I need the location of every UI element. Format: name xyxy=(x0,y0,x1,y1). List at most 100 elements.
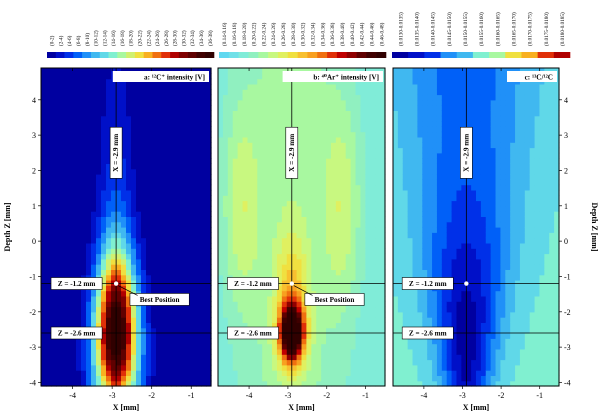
heatmap-cell xyxy=(61,83,67,90)
heatmap-cell xyxy=(81,242,87,249)
heatmap-cell xyxy=(206,354,212,361)
heatmap-cell xyxy=(281,126,288,133)
annotation-text: X = -2.9 mm xyxy=(112,134,120,172)
heatmap-cell xyxy=(156,375,162,382)
heatmap-cell xyxy=(96,253,102,260)
heatmap-cell xyxy=(330,348,337,355)
heatmap-cell xyxy=(86,179,92,186)
heatmap-cell xyxy=(407,375,414,382)
heatmap-cell xyxy=(201,237,207,244)
heatmap-cell xyxy=(330,227,337,233)
heatmap-cell xyxy=(66,126,72,133)
heatmap-cell xyxy=(201,327,207,334)
heatmap-cell xyxy=(316,237,322,244)
heatmap-cell xyxy=(257,200,263,207)
heatmap-cell xyxy=(272,370,278,376)
heatmap-cell xyxy=(51,242,57,249)
heatmap-cell xyxy=(191,311,197,318)
heatmap-cell xyxy=(301,359,308,366)
heatmap-cell xyxy=(380,311,386,318)
heatmap-cell xyxy=(247,131,253,138)
heatmap-cell xyxy=(66,200,72,207)
heatmap-cell xyxy=(257,179,263,186)
heatmap-cell xyxy=(131,94,137,101)
heatmap-cell xyxy=(141,136,147,143)
heatmap-cell xyxy=(146,168,152,175)
heatmap-cell xyxy=(350,211,357,217)
heatmap-cell xyxy=(321,322,327,329)
heatmap-cell xyxy=(146,248,152,255)
heatmap-cell xyxy=(151,211,157,217)
heatmap-cell xyxy=(417,290,423,297)
heatmap-cell xyxy=(272,147,278,154)
heatmap-cell xyxy=(206,317,212,323)
heatmap-cell xyxy=(191,327,197,334)
heatmap-cell xyxy=(436,78,443,85)
heatmap-cell xyxy=(227,370,234,376)
heatmap-cell xyxy=(111,242,117,249)
heatmap-cell xyxy=(272,168,278,175)
heatmap-cell xyxy=(227,94,234,101)
heatmap-cell xyxy=(330,211,337,217)
heatmap-cell xyxy=(432,364,438,371)
heatmap-cell xyxy=(96,121,102,127)
heatmap-cell xyxy=(335,158,342,164)
heatmap-cell xyxy=(76,147,82,154)
heatmap-cell xyxy=(365,258,371,265)
heatmap-cell xyxy=(131,110,137,117)
heatmap-cell xyxy=(126,359,132,366)
heatmap-cell xyxy=(41,237,47,244)
heatmap-cell xyxy=(422,311,428,318)
heatmap-cell xyxy=(291,83,298,90)
heatmap-cell xyxy=(432,163,438,170)
heatmap-cell xyxy=(186,237,192,244)
heatmap-cell xyxy=(247,248,253,255)
heatmap-cell xyxy=(186,205,192,212)
heatmap-cell xyxy=(375,163,381,170)
heatmap-cell xyxy=(222,147,229,154)
heatmap-cell xyxy=(407,258,414,265)
heatmap-cell xyxy=(151,269,157,276)
heatmap-cell xyxy=(232,370,239,376)
heatmap-cell xyxy=(330,115,337,122)
heatmap-cell xyxy=(41,311,47,318)
heatmap-cell xyxy=(247,343,253,350)
heatmap-cell xyxy=(71,68,77,74)
legend-bin-label: (34-36) xyxy=(198,30,205,46)
heatmap-cell xyxy=(397,189,404,196)
heatmap-cell xyxy=(301,290,308,297)
y-tick-label: 2 xyxy=(32,166,36,175)
heatmap-cell xyxy=(232,168,239,175)
heatmap-cell xyxy=(257,142,263,149)
heatmap-cell xyxy=(116,333,122,339)
heatmap-cell xyxy=(106,338,112,345)
heatmap-cell xyxy=(91,158,97,164)
heatmap-cell xyxy=(281,158,288,164)
heatmap-cell xyxy=(393,78,399,85)
heatmap-cell xyxy=(151,216,157,223)
heatmap-cell xyxy=(355,205,362,212)
heatmap-cell xyxy=(141,115,147,122)
heatmap-cell xyxy=(247,253,253,260)
heatmap-cell xyxy=(311,158,317,164)
heatmap-cell xyxy=(257,99,263,106)
heatmap-cell xyxy=(330,99,337,106)
heatmap-cell xyxy=(196,216,202,223)
heatmap-cell xyxy=(427,78,433,85)
heatmap-cell xyxy=(176,338,182,345)
heatmap-cell xyxy=(232,131,239,138)
heatmap-cell xyxy=(176,370,182,376)
heatmap-cell xyxy=(340,216,347,223)
heatmap-cell xyxy=(370,338,376,345)
heatmap-cell xyxy=(196,174,202,180)
heatmap-cell xyxy=(61,99,67,106)
heatmap-cell xyxy=(393,311,399,318)
heatmap-cell xyxy=(321,174,327,180)
heatmap-cell xyxy=(111,295,117,302)
heatmap-cell xyxy=(46,348,52,355)
heatmap-cell xyxy=(76,317,82,323)
heatmap-cell xyxy=(41,205,47,212)
heatmap-cell xyxy=(136,179,142,186)
heatmap-cell xyxy=(41,131,47,138)
heatmap-cell xyxy=(146,142,152,149)
